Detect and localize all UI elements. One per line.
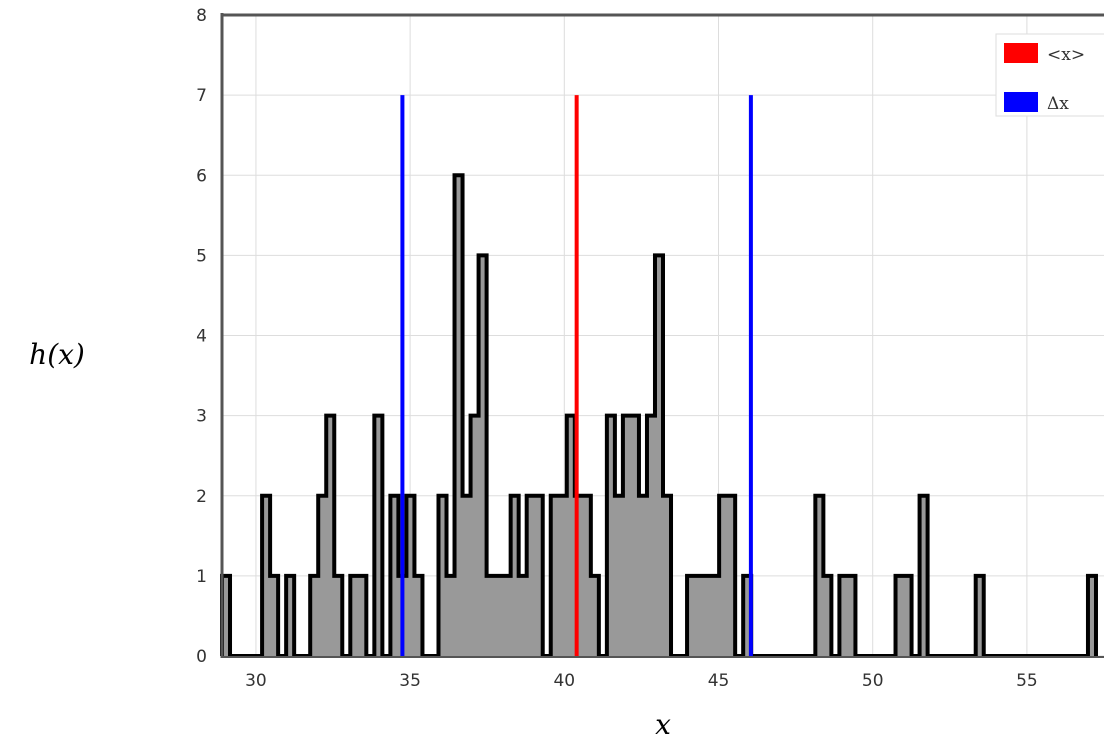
marker-lines bbox=[400, 95, 753, 656]
legend-label-spread: Δx bbox=[1047, 94, 1069, 114]
y-tick-label-8: 8 bbox=[196, 6, 207, 26]
x-tick-labels: 30 35 40 45 50 55 bbox=[245, 671, 1038, 691]
legend-swatch-spread bbox=[1004, 92, 1038, 112]
y-tick-label-5: 5 bbox=[196, 246, 207, 266]
y-tick-label-0: 0 bbox=[196, 647, 207, 667]
y-tick-label-7: 7 bbox=[196, 86, 207, 106]
legend-swatch-mean bbox=[1004, 43, 1038, 63]
x-axis-title: x bbox=[655, 708, 671, 739]
legend-label-mean: <x> bbox=[1047, 45, 1085, 65]
x-tick-label-4: 50 bbox=[862, 671, 884, 691]
histogram-fill bbox=[222, 175, 1096, 656]
plot-frame bbox=[220, 13, 1104, 658]
legend: <x> Δx bbox=[995, 33, 1104, 117]
y-tick-label-6: 6 bbox=[196, 166, 207, 186]
y-tick-labels: 0 1 2 3 4 5 6 7 8 bbox=[196, 6, 207, 667]
y-axis-title: h(x) bbox=[29, 338, 85, 371]
x-tick-label-1: 35 bbox=[399, 671, 421, 691]
x-tick-label-3: 45 bbox=[708, 671, 730, 691]
x-tick-label-0: 30 bbox=[245, 671, 267, 691]
y-tick-label-4: 4 bbox=[196, 327, 207, 347]
y-tick-label-1: 1 bbox=[196, 567, 207, 587]
y-tick-label-3: 3 bbox=[196, 407, 207, 427]
x-tick-label-2: 40 bbox=[553, 671, 575, 691]
y-tick-label-2: 2 bbox=[196, 487, 207, 507]
x-tick-label-5: 55 bbox=[1016, 671, 1038, 691]
